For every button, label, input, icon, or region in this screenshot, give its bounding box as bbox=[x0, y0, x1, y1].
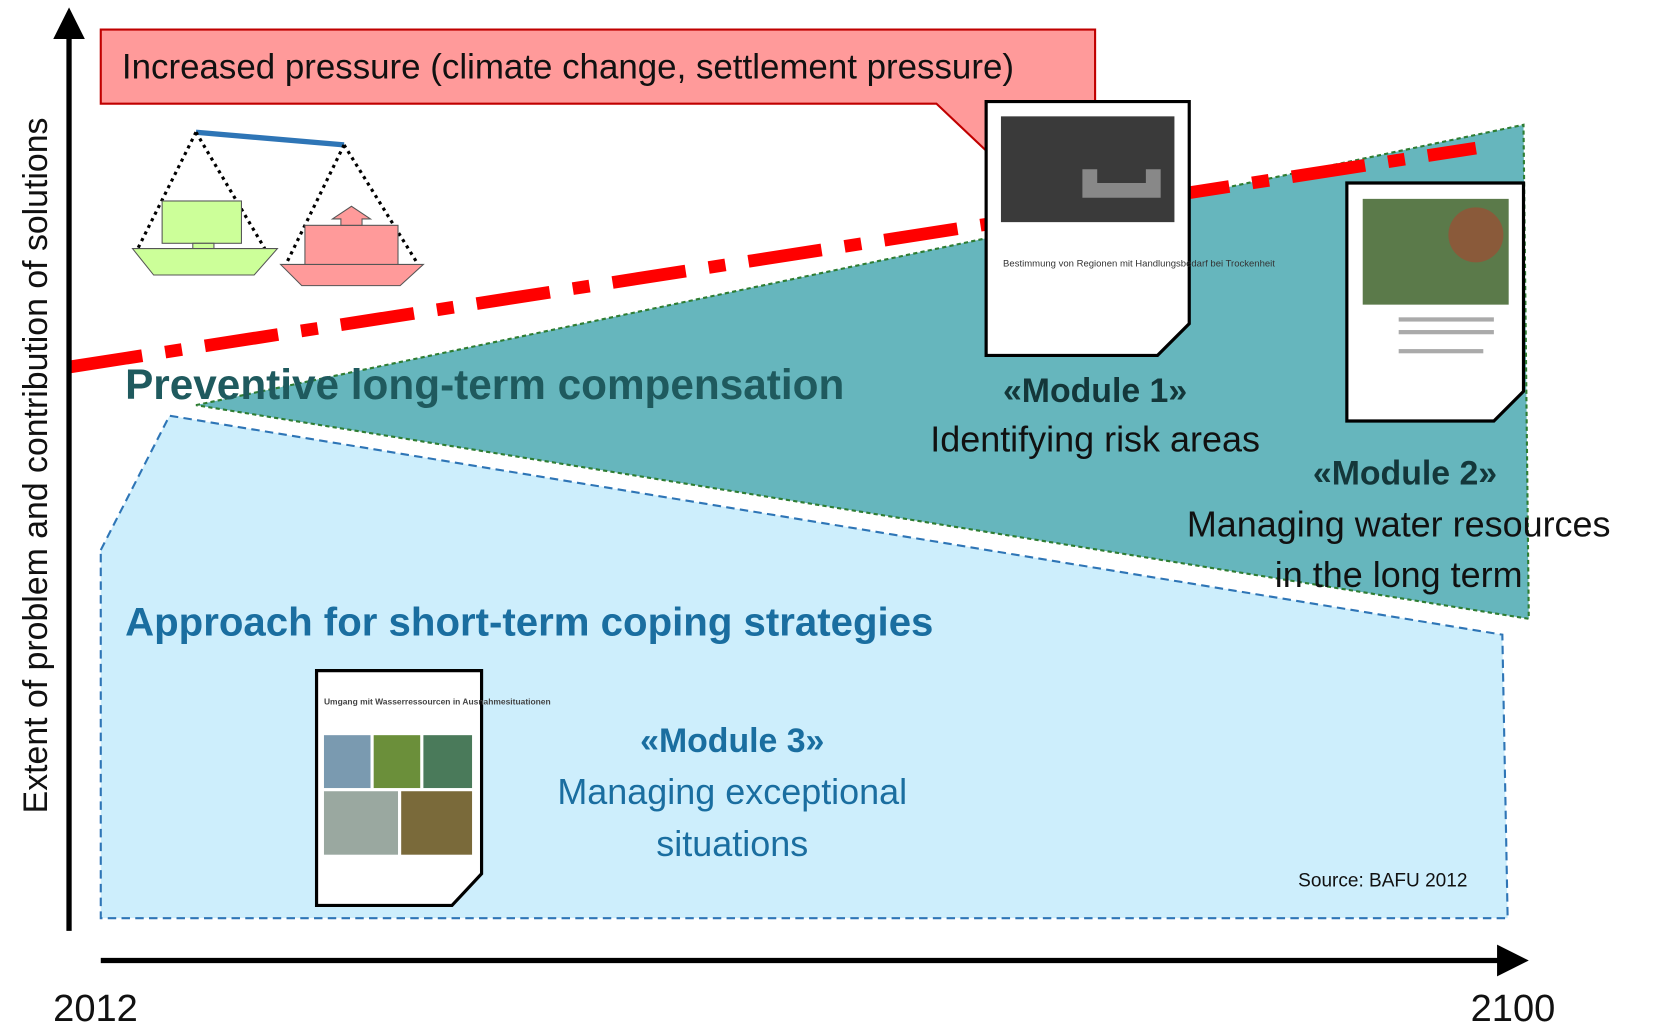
module-description: Managing water resources bbox=[1187, 503, 1611, 544]
long-term-region bbox=[195, 123, 1530, 621]
document-title: Umgang mit Wasserressourcen in Ausnahmes… bbox=[324, 696, 551, 706]
y-axis-label: Extent of problem and contribution of so… bbox=[17, 118, 55, 814]
module-description: Identifying risk areas bbox=[930, 419, 1260, 460]
document-2 bbox=[1345, 181, 1526, 423]
document-title: Bestimmung von Regionen mit Handlungsbed… bbox=[1003, 259, 1275, 270]
document-1: Bestimmung von Regionen mit Handlungsbed… bbox=[984, 99, 1275, 358]
region-label: Preventive long-term compensation bbox=[125, 361, 844, 408]
scale-icon bbox=[131, 129, 425, 287]
module-description: Managing exceptional bbox=[557, 771, 907, 812]
x-start-label: 2012 bbox=[53, 988, 138, 1025]
source: Source: BAFU 2012 bbox=[1298, 870, 1467, 891]
module-name: «Module 1» bbox=[1003, 372, 1187, 410]
module-name: «Module 3» bbox=[640, 722, 824, 760]
module-name: «Module 2» bbox=[1313, 454, 1497, 492]
pressure-line bbox=[68, 141, 1477, 374]
document-3: Umgang mit Wasserressourcen in Ausnahmes… bbox=[314, 669, 551, 908]
module-description: situations bbox=[656, 823, 808, 864]
region-label: Approach for short-term coping strategie… bbox=[125, 600, 933, 645]
callout-text: Increased pressure (climate change, sett… bbox=[122, 47, 1014, 86]
x-end-label: 2100 bbox=[1471, 988, 1556, 1025]
module-description: in the long term bbox=[1275, 554, 1523, 595]
